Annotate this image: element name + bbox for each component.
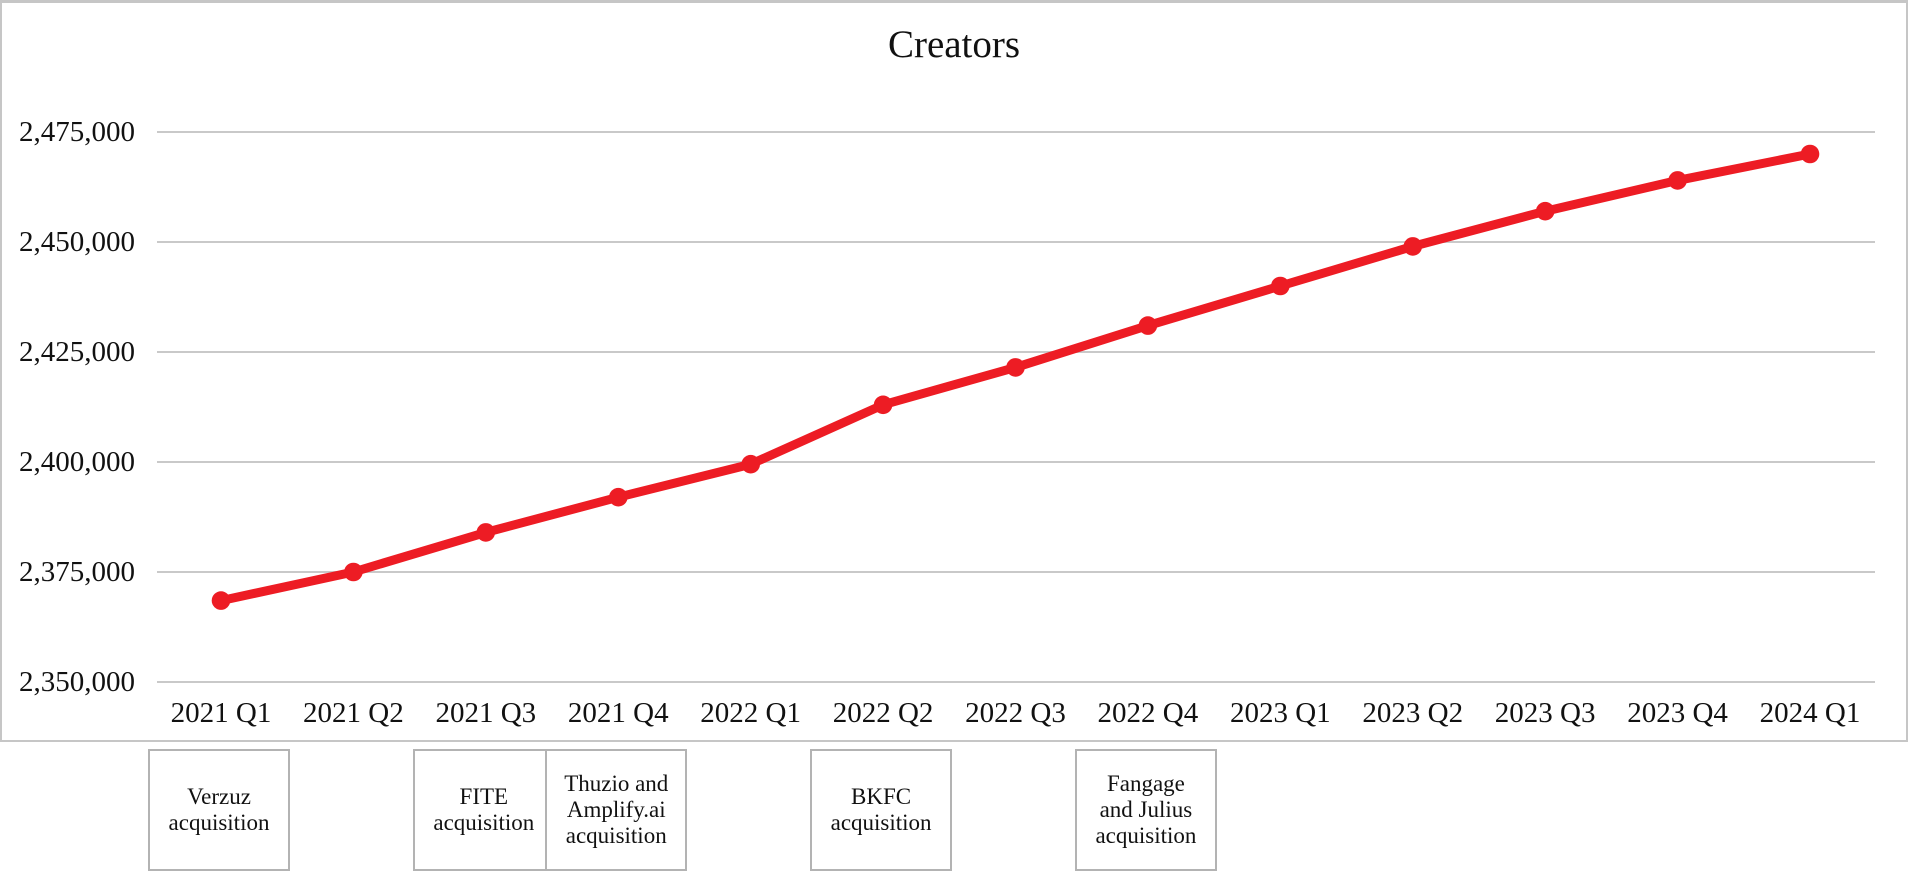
- annotation-box: Fangage and Julius acquisition: [1074, 749, 1217, 871]
- x-tick-label: 2024 Q1: [1759, 697, 1861, 729]
- annotation-label: Verzuz acquisition: [168, 784, 270, 835]
- annotation-box: BKFC acquisition: [810, 749, 953, 871]
- data-point: [1138, 316, 1158, 335]
- data-point: [1668, 171, 1687, 190]
- x-tick-label: 2023 Q2: [1362, 697, 1464, 729]
- y-tick-label: 2,425,000: [19, 336, 135, 368]
- annotation-label: Thuzio and Amplify.ai acquisition: [564, 771, 669, 848]
- data-point: [1800, 144, 1820, 164]
- annotation-label: BKFC acquisition: [830, 784, 932, 835]
- data-point: [1535, 201, 1555, 221]
- chart-frame: Creators 2,350,000 2,375,000 2,400,000 2,42…: [0, 0, 1908, 742]
- data-point: [741, 454, 760, 474]
- annotation-box: FITE acquisition: [412, 749, 555, 871]
- x-tick-label: 2021 Q3: [435, 697, 537, 729]
- data-point: [609, 487, 628, 507]
- data-point: [344, 562, 363, 582]
- y-tick-label: 2,375,000: [19, 556, 135, 588]
- data-point: [1006, 358, 1025, 377]
- x-tick-label: 2022 Q4: [1097, 697, 1199, 729]
- data-point: [873, 395, 893, 415]
- data-point: [476, 523, 496, 542]
- series-line: [216, 149, 1815, 606]
- annotation-label: Fangage and Julius acquisition: [1095, 771, 1197, 848]
- line-chart-plot: [157, 131, 1875, 683]
- x-tick-label: 2023 Q1: [1229, 697, 1331, 729]
- y-tick-label: 2,350,000: [19, 666, 135, 698]
- y-tick-label: 2,450,000: [19, 226, 135, 258]
- data-point: [1403, 237, 1423, 256]
- y-tick-label: 2,475,000: [19, 116, 135, 148]
- annotation-label: FITE acquisition: [433, 784, 535, 835]
- x-tick-label: 2023 Q3: [1494, 697, 1596, 729]
- x-tick-label: 2021 Q2: [303, 697, 404, 729]
- annotation-box: Thuzio and Amplify.ai acquisition: [545, 749, 688, 871]
- x-tick-label: 2022 Q3: [965, 697, 1066, 729]
- chart-title: Creators: [887, 23, 1021, 66]
- data-point: [1271, 276, 1290, 296]
- y-tick-label: 2,400,000: [19, 446, 135, 478]
- data-point: [211, 591, 231, 610]
- x-tick-label: 2022 Q1: [700, 697, 801, 729]
- annotation-box: Verzuz acquisition: [148, 749, 290, 871]
- x-tick-label: 2021 Q4: [567, 697, 669, 729]
- x-tick-label: 2022 Q2: [832, 697, 934, 729]
- x-tick-label: 2023 Q4: [1627, 697, 1728, 729]
- x-tick-label: 2021 Q1: [170, 697, 272, 729]
